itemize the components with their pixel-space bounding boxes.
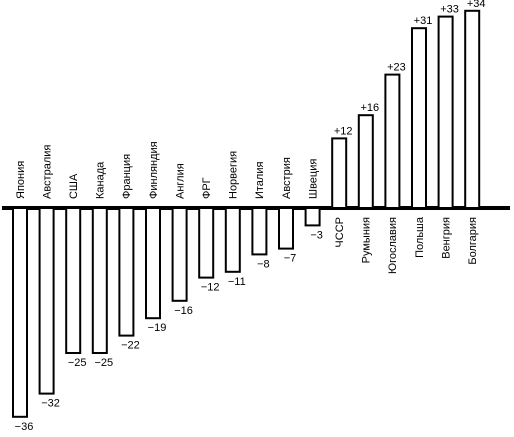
value-label: +12 [334, 125, 353, 137]
category-label: Франция [121, 154, 133, 199]
bar [357, 114, 374, 209]
bar [464, 9, 481, 209]
value-label: −12 [201, 282, 220, 294]
value-label: +31 [414, 15, 433, 27]
value-label: −36 [15, 421, 34, 433]
value-labels-group: −36 −32 −25 −25 −22 −19 −16 −12 −11 −8 −7 −3 +12 +16 +… [15, 0, 486, 433]
bar [171, 207, 188, 302]
category-label: Италия [254, 161, 266, 199]
bar [304, 207, 321, 227]
category-label: Швеция [307, 159, 319, 199]
category-labels-group: Япония Австралия США Канада Франция Финляндия… [15, 141, 479, 274]
category-label: Япония [15, 161, 27, 199]
category-label: Болгария [467, 217, 479, 265]
bar [65, 207, 82, 354]
bar [384, 73, 401, 209]
value-label: −32 [41, 398, 60, 410]
category-label: Финляндия [148, 141, 160, 199]
category-label: Венгрия [440, 217, 452, 259]
category-label: Норвегия [228, 151, 240, 199]
bar [118, 207, 135, 337]
value-label: +33 [440, 4, 459, 16]
category-label: Югославия [387, 217, 399, 274]
category-label: Австралия [41, 145, 53, 199]
value-label: −16 [174, 305, 193, 317]
value-label: +16 [360, 102, 379, 114]
bar [91, 207, 108, 354]
bar [224, 207, 241, 273]
value-label: +34 [467, 0, 486, 10]
bar [145, 207, 161, 320]
value-label: −22 [121, 340, 140, 352]
bar [437, 15, 454, 209]
category-label: США [68, 173, 80, 199]
bar [38, 207, 55, 395]
category-label: Канада [95, 161, 107, 199]
bar [12, 207, 28, 418]
bars-group [12, 9, 481, 418]
value-label: +23 [387, 62, 406, 74]
value-label: −11 [228, 276, 246, 288]
category-label: Англия [174, 163, 186, 199]
category-label: Польша [414, 216, 426, 258]
category-label: ФРГ [201, 177, 213, 199]
value-label: −8 [257, 258, 270, 270]
bar [331, 137, 348, 209]
bar [411, 27, 427, 210]
bar [278, 207, 294, 250]
bar [251, 207, 268, 256]
value-label: −25 [94, 357, 113, 369]
value-label: −3 [310, 229, 323, 241]
bar [198, 207, 215, 279]
value-label: −25 [68, 357, 87, 369]
category-label: Австрия [281, 157, 293, 199]
category-label: Румыния [361, 217, 373, 263]
value-label: −7 [284, 253, 297, 265]
value-label: −19 [148, 322, 167, 334]
category-label: ЧССР [334, 217, 346, 248]
